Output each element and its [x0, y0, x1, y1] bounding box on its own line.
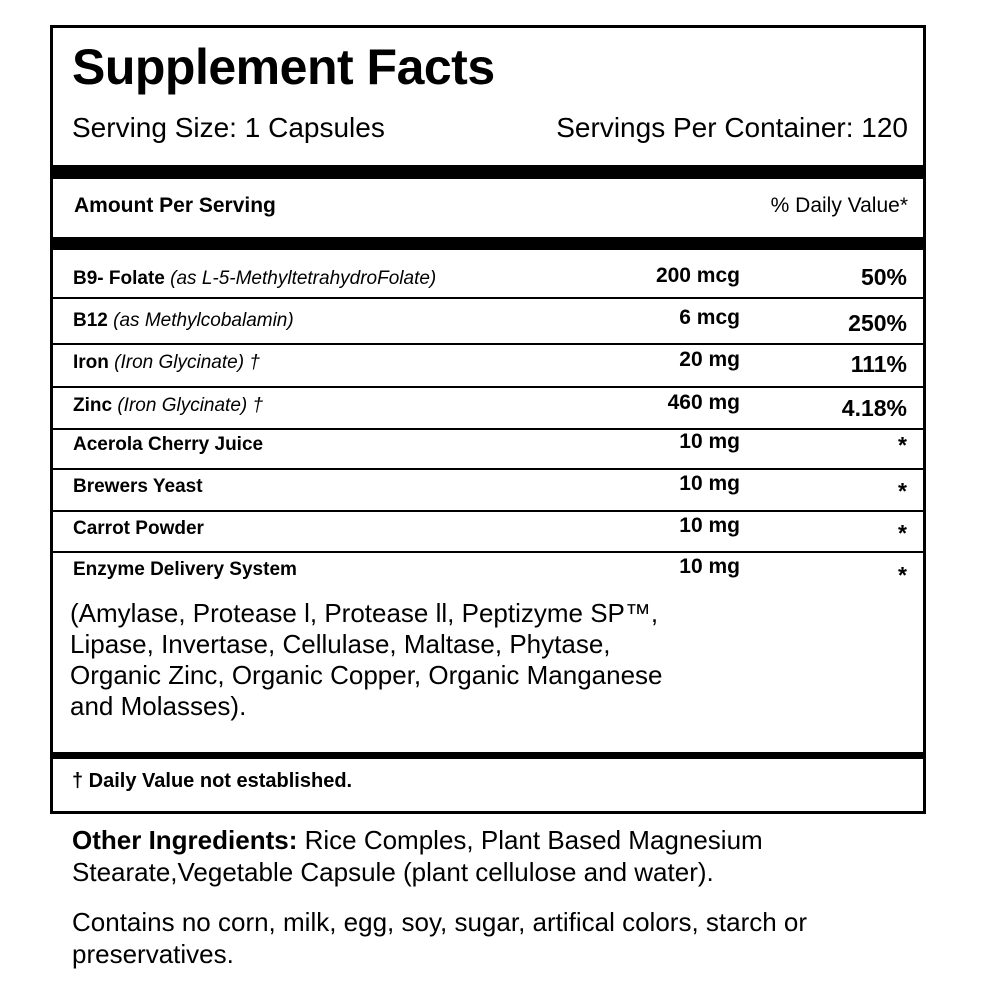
nutrient-label: Brewers Yeast: [73, 476, 203, 497]
nutrient-amount: 10 mg: [679, 430, 740, 453]
nutrient-daily-value: 4.18%: [841, 395, 907, 421]
nutrient-daily-value: *: [898, 432, 907, 458]
row-divider: [50, 343, 926, 345]
nutrient-name: B12 (as Methylcobalamin): [73, 310, 294, 332]
panel-title: Supplement Facts: [72, 39, 495, 95]
nutrient-daily-value: *: [898, 478, 907, 504]
nutrient-name: Zinc (Iron Glycinate) †: [73, 395, 263, 417]
divider-thick: [50, 165, 926, 179]
nutrient-daily-value: *: [898, 562, 907, 588]
nutrient-amount: 10 mg: [679, 514, 740, 537]
contains-statement: Contains no corn, milk, egg, soy, sugar,…: [72, 907, 808, 969]
amount-per-serving-header: Amount Per Serving: [74, 194, 276, 217]
nutrient-amount: 10 mg: [679, 472, 740, 495]
nutrient-name: Enzyme Delivery System: [73, 559, 297, 581]
nutrient-amount: 460 mg: [667, 391, 740, 414]
nutrient-label: Enzyme Delivery System: [73, 559, 297, 580]
footnote: † Daily Value not established.: [72, 770, 353, 792]
nutrient-amount: 6 mcg: [679, 306, 740, 329]
nutrient-name: B9- Folate (as L-5-MethyltetrahydroFolat…: [73, 268, 436, 290]
nutrient-amount: 10 mg: [679, 555, 740, 578]
nutrient-daily-value: 250%: [848, 310, 907, 336]
row-divider: [50, 386, 926, 388]
nutrient-label: B12: [73, 310, 108, 331]
divider-thick: [50, 237, 926, 250]
nutrient-source: (as L-5-MethyltetrahydroFolate): [170, 268, 437, 289]
nutrient-label: Zinc: [73, 395, 113, 416]
other-ingredients: Other Ingredients: Rice Comples, Plant B…: [72, 824, 932, 888]
nutrient-source: (Iron Glycinate) †: [117, 395, 264, 416]
nutrient-name: Iron (Iron Glycinate) †: [73, 352, 260, 374]
nutrient-name: Acerola Cherry Juice: [73, 434, 263, 456]
row-divider: [50, 297, 926, 299]
other-ingredients-label: Other Ingredients:: [72, 825, 298, 855]
row-divider: [50, 468, 926, 470]
facts-panel-border: [50, 25, 926, 814]
nutrient-daily-value: 50%: [860, 264, 907, 290]
nutrient-name: Brewers Yeast: [73, 476, 203, 498]
row-divider: [50, 428, 926, 430]
divider-thick: [50, 752, 926, 759]
other-ingredients-text: Rice Comples, Plant Based Magnesium Stea…: [72, 825, 763, 887]
nutrient-label: Iron: [73, 352, 109, 373]
nutrient-source: (as Methylcobalamin): [113, 310, 294, 331]
row-divider: [50, 510, 926, 512]
nutrient-label: Carrot Powder: [73, 518, 204, 539]
enzyme-blend-list: (Amylase, Protease l, Protease ll, Pepti…: [70, 598, 663, 721]
nutrient-amount: 20 mg: [679, 348, 740, 371]
nutrient-label: Acerola Cherry Juice: [73, 434, 264, 455]
nutrient-label: B9- Folate: [73, 268, 165, 289]
daily-value-header: % Daily Value*: [770, 194, 908, 217]
nutrient-daily-value: 111%: [850, 351, 907, 377]
row-divider: [50, 551, 926, 553]
nutrient-daily-value: *: [898, 520, 907, 546]
nutrient-name: Carrot Powder: [73, 518, 204, 540]
nutrient-amount: 200 mcg: [655, 264, 740, 287]
nutrient-source: (Iron Glycinate) †: [114, 352, 260, 373]
serving-size: Serving Size: 1 Capsules: [72, 112, 385, 143]
servings-per-container: Servings Per Container: 120: [556, 112, 908, 143]
